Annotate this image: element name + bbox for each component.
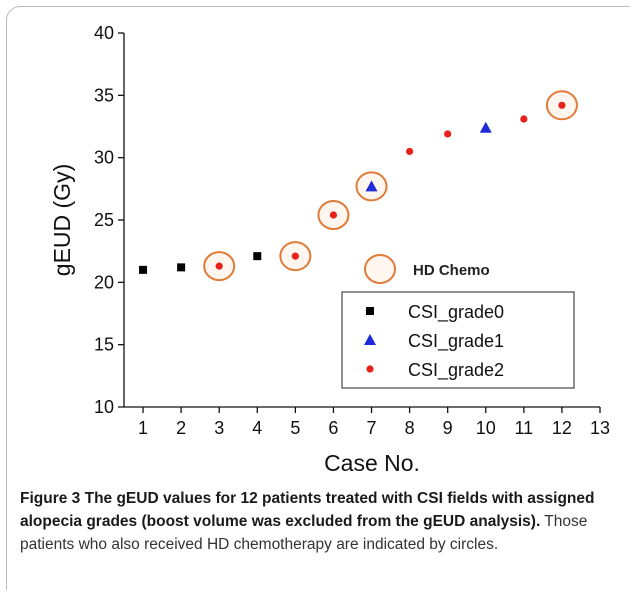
data-point-CSI_grade0 <box>139 265 148 274</box>
x-axis-label: Case No. <box>324 450 420 476</box>
x-tick-label: 13 <box>590 418 610 438</box>
data-point-CSI_grade1 <box>365 180 378 192</box>
x-tick-label: 12 <box>552 418 572 438</box>
data-point-CSI_grade2 <box>215 262 223 270</box>
data-point-CSI_grade2 <box>520 115 528 123</box>
x-tick-label: 7 <box>367 418 377 438</box>
y-tick-label: 40 <box>94 23 114 43</box>
hd-chemo-key-ring <box>364 254 396 284</box>
legend-box <box>341 291 575 389</box>
y-axis-label: gEUD (Gy) <box>49 164 75 276</box>
legend: CSI_grade0 CSI_grade1 CSI_grade2 <box>341 291 575 389</box>
x-tick-label: 3 <box>214 418 224 438</box>
legend-label: CSI_grade0 <box>408 302 504 323</box>
data-points <box>139 101 566 274</box>
hd-chemo-annotation: HD Chemo <box>364 254 490 284</box>
y-tick-label: 10 <box>94 397 114 417</box>
x-tick-label: 6 <box>328 418 338 438</box>
data-point-CSI_grade0 <box>253 252 262 261</box>
y-tick-label: 30 <box>94 148 114 168</box>
data-point-CSI_grade2 <box>558 101 566 109</box>
legend-marker-CSI_grade1 <box>364 334 376 345</box>
data-point-CSI_grade2 <box>329 211 338 219</box>
data-point-CSI_grade1 <box>479 121 492 133</box>
figure-caption: Figure 3 The gEUD values for 12 patients… <box>20 487 620 556</box>
legend-marker-CSI_grade0 <box>366 307 374 315</box>
x-tick-label: 5 <box>290 418 300 438</box>
data-point-CSI_grade0 <box>177 263 186 272</box>
caption-lead: Figure 3 The gEUD values for 12 patients… <box>20 490 595 530</box>
axes <box>118 32 601 413</box>
y-tick-label: 15 <box>94 335 114 355</box>
x-tick-label: 10 <box>476 418 496 438</box>
data-point-CSI_grade2 <box>406 147 414 156</box>
data-point-CSI_grade2 <box>444 130 452 138</box>
x-tick-label: 1 <box>138 418 148 438</box>
y-tick-label: 25 <box>94 210 114 230</box>
figure-frame <box>6 6 630 590</box>
data-point-CSI_grade2 <box>291 252 299 260</box>
caption-body: Those patients who also received HD chem… <box>20 513 588 553</box>
x-tick-label: 9 <box>443 418 453 438</box>
x-tick-label: 2 <box>176 418 186 438</box>
x-tick-label: 8 <box>405 418 415 438</box>
legend-label: CSI_grade1 <box>408 331 504 352</box>
legend-label: CSI_grade2 <box>408 360 504 381</box>
hd-chemo-key-label: HD Chemo <box>413 262 490 279</box>
y-tick-label: 20 <box>94 272 114 292</box>
y-tick-label: 35 <box>94 85 114 105</box>
x-tick-label: 11 <box>514 418 533 438</box>
x-tick-label: 4 <box>252 418 262 438</box>
legend-marker-CSI_grade2 <box>366 365 374 373</box>
